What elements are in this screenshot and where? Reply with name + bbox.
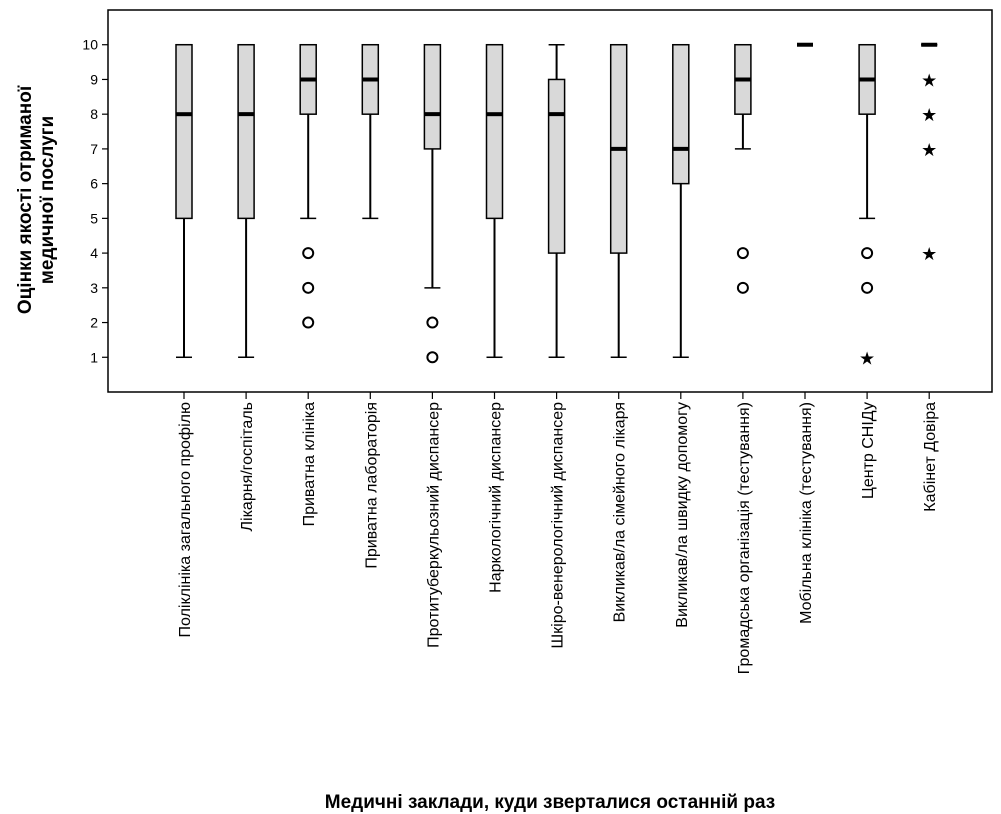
box-group [361,43,380,220]
outlier-point [736,247,749,260]
y-tick-label: 2 [90,315,98,331]
x-category-label: Приватна лабораторія [363,402,380,569]
x-axis-title: Медичні заклади, куди зверталися останні… [325,792,775,813]
box-group [237,43,255,359]
x-category-label: Поліклініка загального профілю [177,402,194,637]
outlier-point [302,316,315,329]
outlier-point [861,281,874,294]
y-axis: 1 2 3 4 5 6 7 8 9 10 [82,37,108,365]
extreme-point: ★ [921,105,937,126]
y-tick-label: 6 [90,176,98,192]
box-group [672,43,690,359]
y-tick-label: 1 [90,349,98,365]
outlier-point [426,316,439,329]
x-category-label: Наркологічний диспансер [488,402,505,593]
box [485,43,504,220]
box [237,43,255,220]
x-category-label: Приватна клініка [301,402,318,527]
box [672,43,690,185]
y-tick-label: 9 [90,71,98,87]
y-tick-label: 5 [90,210,98,226]
box [547,78,566,254]
x-axis: Поліклініка загального профілю Лікарня/го… [177,392,939,674]
y-tick-label: 10 [82,37,98,53]
x-category-label: Шкіро-венерологічний диспансер [550,402,567,649]
extreme-point: ★ [859,348,875,369]
x-category-label: Кабінет Довіра [922,402,939,512]
y-axis-title-line1: Оцінки якості отриманої [15,85,36,314]
boxes: ★ ★ ★ ★ ★ [175,42,937,369]
box-group [175,43,193,359]
y-tick-label: 4 [90,245,98,261]
box [175,43,193,220]
box-group [734,43,752,294]
outlier-point [736,281,749,294]
x-category-label: Викликав/ла сімейного лікаря [612,402,629,622]
x-category-label: Центр СНІДу [860,402,877,499]
y-tick-label: 7 [90,141,98,157]
box-group [609,43,628,359]
outlier-point [861,247,874,260]
plot-area-border [107,9,993,393]
x-category-label: Мобільна клініка (тестування) [798,402,815,624]
y-tick-label: 3 [90,280,98,296]
extreme-point: ★ [921,70,937,91]
x-category-label: Викликав/ла швидку допомогу [674,402,691,628]
x-category-label: Лікарня/госпіталь [239,402,256,531]
outlier-point [302,281,315,294]
outlier-point [302,247,315,260]
y-tick-label: 8 [90,106,98,122]
extreme-point: ★ [921,140,937,161]
outlier-point [426,351,439,364]
box-group [423,43,442,364]
box-group [485,43,504,359]
x-category-label: Громадська організація (тестування) [736,402,753,674]
extreme-point: ★ [921,244,937,265]
plot-frame [107,9,993,393]
box-group [547,43,566,359]
y-axis-title-line2: медичної послуги [37,116,58,284]
x-category-label: Протитуберкульозний диспансер [425,402,442,648]
box-group: ★ ★ ★ ★ [921,42,937,265]
box-group: ★ [858,43,876,369]
box-group [299,43,317,329]
box [423,43,442,150]
